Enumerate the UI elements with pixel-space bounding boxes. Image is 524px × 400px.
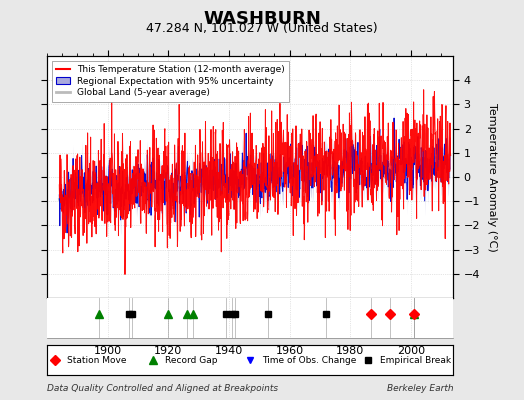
- Text: 2000: 2000: [397, 346, 425, 356]
- Text: Station Move: Station Move: [68, 356, 127, 365]
- Text: 1940: 1940: [215, 346, 243, 356]
- Text: 1920: 1920: [154, 346, 182, 356]
- Text: 1960: 1960: [276, 346, 304, 356]
- Text: Time of Obs. Change: Time of Obs. Change: [263, 356, 357, 365]
- Text: Empirical Break: Empirical Break: [380, 356, 451, 365]
- Text: 47.284 N, 101.027 W (United States): 47.284 N, 101.027 W (United States): [146, 22, 378, 35]
- Text: Data Quality Controlled and Aligned at Breakpoints: Data Quality Controlled and Aligned at B…: [47, 384, 278, 393]
- Text: Berkeley Earth: Berkeley Earth: [387, 384, 453, 393]
- Text: WASHBURN: WASHBURN: [203, 10, 321, 28]
- Legend: This Temperature Station (12-month average), Regional Expectation with 95% uncer: This Temperature Station (12-month avera…: [52, 60, 289, 102]
- Text: 1900: 1900: [94, 346, 122, 356]
- Text: Record Gap: Record Gap: [165, 356, 217, 365]
- Y-axis label: Temperature Anomaly (°C): Temperature Anomaly (°C): [487, 103, 497, 251]
- Text: 1980: 1980: [336, 346, 364, 356]
